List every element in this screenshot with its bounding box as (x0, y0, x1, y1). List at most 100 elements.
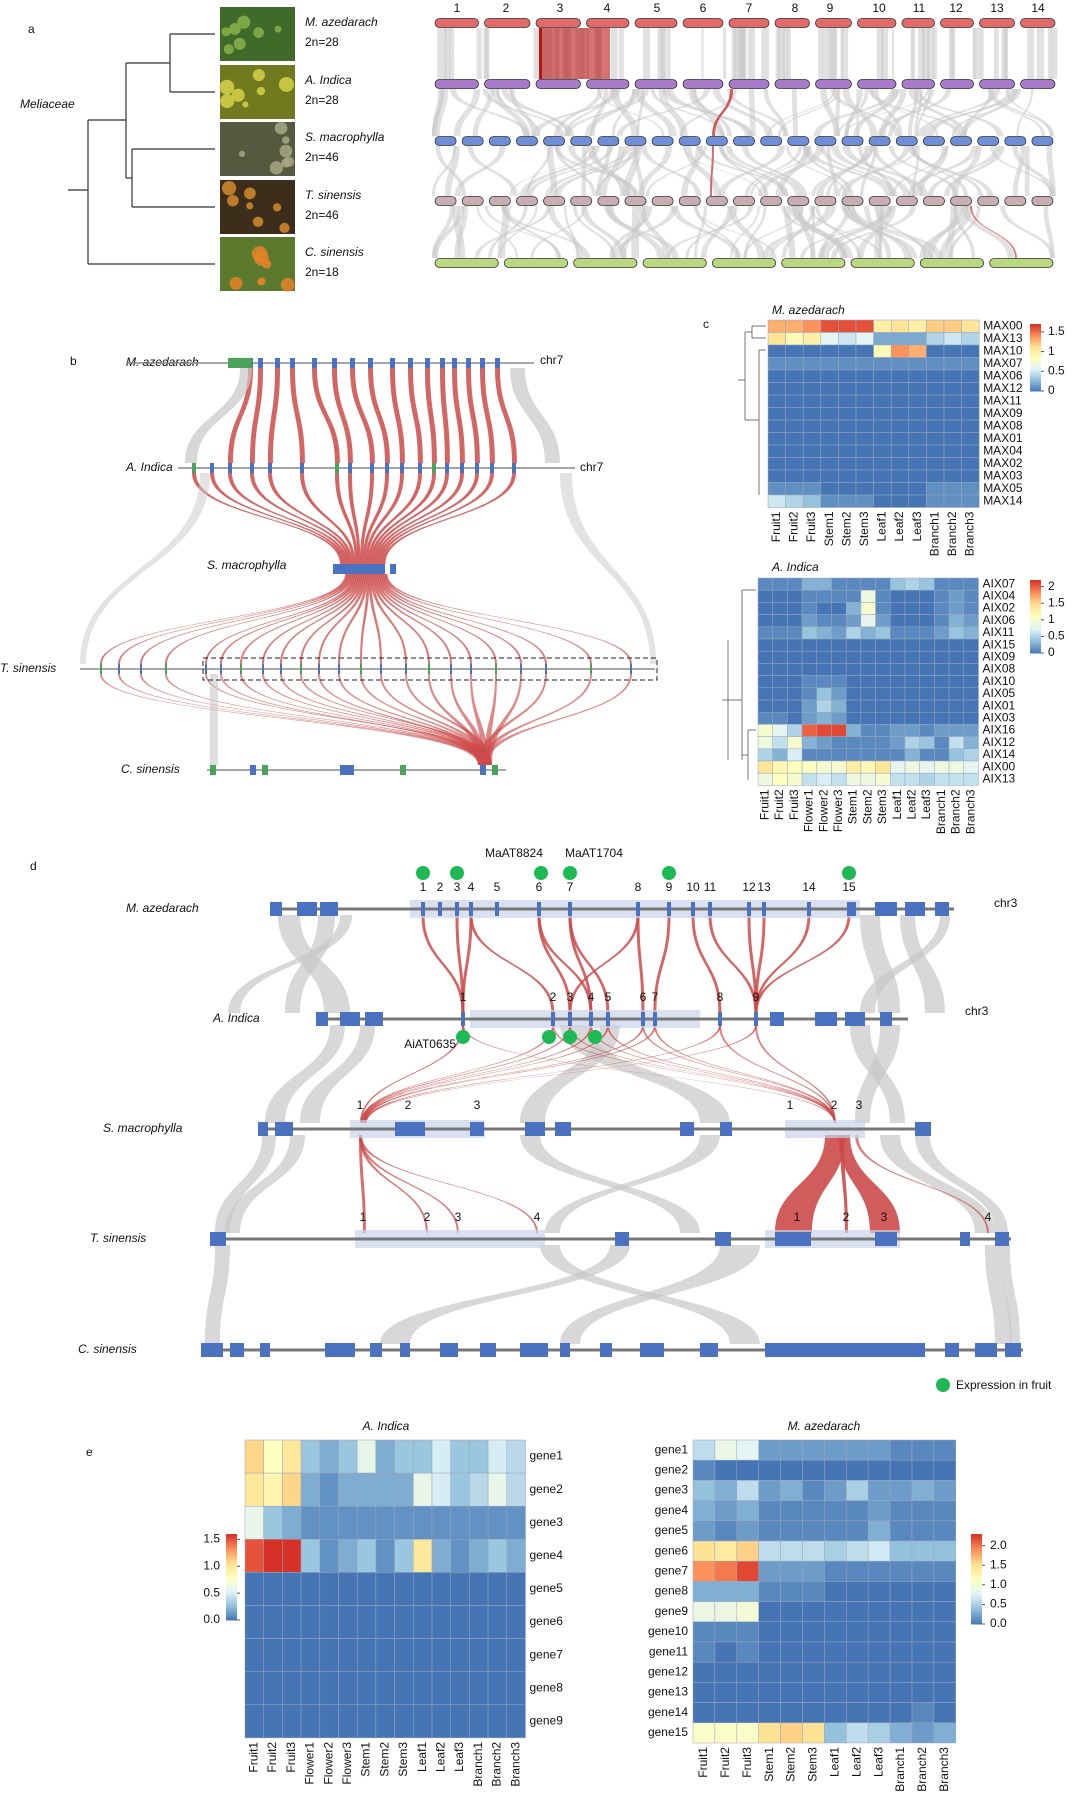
synteny-ribbon (985, 1245, 1012, 1344)
row-label: AIX08 (983, 662, 1016, 676)
synteny-ribbon (723, 28, 727, 79)
gene (390, 564, 396, 574)
synteny-ribbon (440, 368, 450, 463)
heat-cell (506, 1572, 526, 1606)
chromosome-number: 10 (872, 1, 886, 15)
heat-cell (908, 494, 927, 508)
heat-cell (904, 736, 920, 750)
gene (428, 664, 430, 674)
synteny-ribbon (454, 206, 468, 258)
row-label: gene6 (530, 1614, 564, 1628)
heat-cell (736, 1661, 759, 1683)
gene (520, 664, 522, 674)
heat-cell (831, 687, 847, 701)
heat-cell (845, 675, 862, 689)
heat-cell (963, 772, 979, 786)
gene-number: 6 (536, 880, 543, 894)
legend-gradient (1030, 647, 1041, 650)
synteny-ribbon (569, 1025, 836, 1123)
heat-cell (934, 772, 950, 786)
heatmap-title: A. Indica (771, 560, 819, 574)
heat-cell (943, 419, 962, 433)
heat-cell (845, 663, 862, 676)
heat-cell (787, 736, 803, 750)
synteny-ribbon (733, 28, 740, 79)
heat-cell (908, 319, 927, 333)
gene-block (201, 1343, 223, 1357)
chromosome (868, 196, 891, 206)
heat-cell (824, 1581, 847, 1602)
heat-cell (802, 1702, 825, 1724)
photo-detail (238, 150, 246, 157)
heat-cell (319, 1638, 339, 1672)
synteny-ribbon (380, 1245, 630, 1344)
gene (192, 463, 196, 473)
synteny-ribbon (377, 574, 497, 664)
legend-gradient (226, 1546, 237, 1550)
synteny-ribbon (262, 674, 488, 765)
heat-cell (758, 1581, 781, 1602)
heat-cell (802, 444, 822, 458)
heat-cell (506, 1638, 526, 1672)
gene (452, 358, 457, 368)
row-label: AIX07 (983, 576, 1016, 590)
legend-gradient (1030, 364, 1041, 367)
heat-cell (824, 1682, 847, 1703)
synteny-ribbon (527, 146, 614, 196)
heat-cell (244, 1671, 264, 1706)
synteny-ribbon (205, 574, 356, 664)
heat-cell (963, 675, 979, 689)
heat-cell (802, 1439, 825, 1461)
gene (421, 902, 425, 916)
heat-cell (890, 482, 910, 496)
synteny-ribbon (568, 915, 640, 1013)
legend-gradient (971, 1545, 982, 1548)
heat-cell (757, 760, 773, 774)
synteny-ribbon (842, 89, 878, 136)
synteny-ribbon (225, 1135, 305, 1233)
fruit-expression-dot (563, 1030, 577, 1044)
gene (400, 463, 404, 473)
gene (445, 463, 449, 473)
gene-name: MaAT8824 (485, 846, 543, 860)
gene-block (340, 1012, 360, 1026)
gene (250, 765, 256, 775)
heat-cell (845, 772, 862, 786)
synteny-ribbon (697, 146, 789, 196)
column-label: Fruit3 (284, 1742, 298, 1773)
heat-cell (244, 1539, 264, 1573)
heat-cell (785, 344, 804, 358)
heat-cell (890, 419, 910, 433)
heat-cell (933, 1560, 957, 1582)
gene-number: 2 (405, 1098, 412, 1112)
heat-cell (714, 1581, 738, 1602)
heat-cell (934, 638, 950, 652)
chromosome (733, 136, 755, 146)
heat-cell (919, 748, 935, 762)
heat-cell (933, 1439, 957, 1461)
legend-gradient (1030, 350, 1041, 353)
heat-cell (860, 699, 876, 713)
fruit-expression-dot (450, 866, 464, 880)
synteny-ribbon (360, 1025, 554, 1123)
fruit-expression-dot (534, 866, 548, 880)
heat-cell (904, 663, 920, 676)
heat-cell (934, 687, 950, 701)
synteny-ribbon (444, 146, 460, 196)
heat-cell (767, 344, 786, 358)
heat-cell (802, 1560, 825, 1582)
column-label: Flower3 (831, 789, 845, 832)
heat-cell (860, 602, 876, 615)
legend-gradient (226, 1555, 237, 1559)
heat-cell (855, 419, 874, 433)
synteny-ribbon (312, 368, 340, 463)
heat-cell (875, 626, 891, 640)
heat-cell (943, 444, 962, 458)
gene (589, 1012, 593, 1026)
heat-cell (873, 432, 892, 446)
gene (636, 902, 640, 916)
synteny-ribbon (719, 1025, 836, 1123)
heat-cell (785, 369, 804, 383)
gene (460, 463, 464, 473)
heat-cell (758, 1560, 781, 1582)
